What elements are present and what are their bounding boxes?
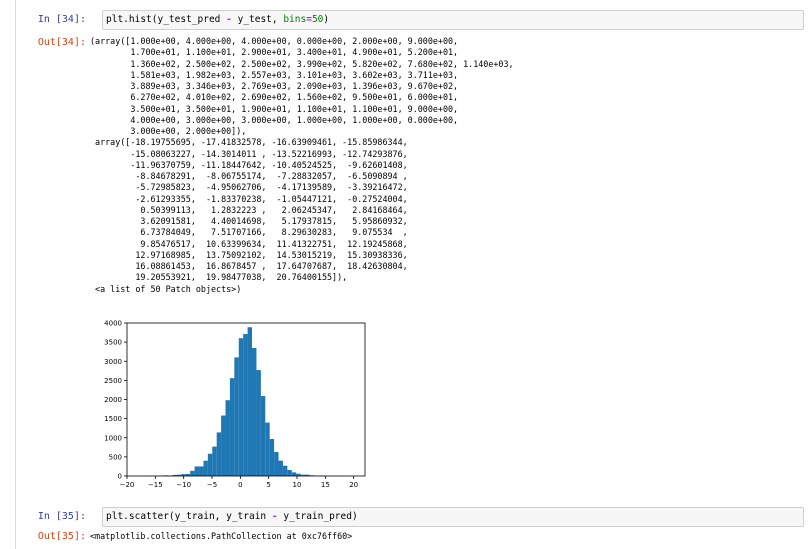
y-tick-label: 0 <box>118 473 122 481</box>
output-text-35: <matplotlib.collections.PathCollection a… <box>90 531 353 541</box>
histogram-bar <box>225 400 230 476</box>
histogram-bar <box>190 470 195 476</box>
code-line[interactable]: plt.scatter(y_train, y_train - y_train_p… <box>106 511 358 522</box>
output-prompt-34: Out[34]: <box>37 37 86 48</box>
histogram-bar <box>291 472 297 476</box>
histogram-chart: −20 −15 −10 −5 0 5 10 15 20 0 500 1000 1500 2000 2500… <box>104 320 366 489</box>
histogram-bar <box>229 378 235 476</box>
histogram-bar <box>252 348 257 476</box>
input-prompt-34: In [34]: <box>37 14 86 25</box>
output-text-34: (array([1.000e+00, 4.000e+00, 4.000e+00,… <box>90 36 514 294</box>
x-tick-label: −20 <box>120 481 135 489</box>
histogram-bar <box>199 466 204 476</box>
histogram-bar <box>234 357 239 476</box>
x-tick-label: 5 <box>266 481 270 489</box>
x-tick-label: 10 <box>293 481 302 489</box>
histogram-bar <box>238 338 244 476</box>
histogram-bar <box>282 465 288 476</box>
histogram-bar <box>265 422 270 476</box>
histogram-bars <box>137 327 358 476</box>
y-tick-label: 2500 <box>104 377 122 385</box>
histogram-bar <box>287 470 292 476</box>
histogram-bar <box>260 396 266 476</box>
histogram-bar <box>194 466 200 476</box>
histogram-bar <box>296 473 301 476</box>
histogram-bar <box>176 474 182 476</box>
y-axis-ticks: 0 500 1000 1500 2000 2500 3000 3500 4000 <box>104 320 127 481</box>
code-line[interactable]: plt.hist(y_test_pred - y_test, bins=50) <box>106 14 330 25</box>
y-tick-label: 500 <box>109 453 122 461</box>
x-tick-label: 0 <box>238 481 242 489</box>
histogram-bar <box>300 474 306 476</box>
y-tick-label: 3500 <box>104 339 122 347</box>
notebook-panel: In [34]: plt.hist(y_test_pred - y_test, … <box>15 0 812 549</box>
output-prompt-35: Out[35]: <box>37 531 86 542</box>
histogram-bar <box>203 460 208 476</box>
histogram-bar <box>243 334 248 476</box>
histogram-bar <box>269 439 275 476</box>
histogram-bar <box>305 474 310 476</box>
x-tick-label: 20 <box>349 481 358 489</box>
histogram-bar <box>181 474 186 476</box>
y-tick-label: 2000 <box>104 396 122 404</box>
code-cell-34[interactable]: plt.hist(y_test_pred - y_test, bins=50) <box>102 10 804 30</box>
histogram-bar <box>221 415 226 476</box>
code-cell-35[interactable]: plt.scatter(y_train, y_train - y_train_p… <box>102 507 804 527</box>
histogram-bar <box>274 452 279 476</box>
x-tick-label: −15 <box>148 481 163 489</box>
y-tick-label: 3000 <box>104 358 122 366</box>
x-tick-label: 15 <box>321 481 330 489</box>
histogram-bar <box>256 370 261 476</box>
y-tick-label: 1000 <box>104 434 122 442</box>
histogram-bar <box>278 460 283 476</box>
histogram-bar <box>185 474 191 476</box>
x-axis-ticks: −20 −15 −10 −5 0 5 10 15 20 <box>120 476 358 489</box>
histogram-bar <box>216 432 222 476</box>
y-tick-label: 1500 <box>104 415 122 423</box>
histogram-bar <box>207 453 213 476</box>
input-prompt-35: In [35]: <box>37 511 86 522</box>
x-tick-label: −5 <box>207 481 217 489</box>
histogram-bar <box>247 327 253 476</box>
histogram-bar <box>172 474 177 476</box>
histogram-bar <box>212 446 217 476</box>
y-tick-label: 4000 <box>104 320 122 328</box>
x-tick-label: −10 <box>176 481 191 489</box>
